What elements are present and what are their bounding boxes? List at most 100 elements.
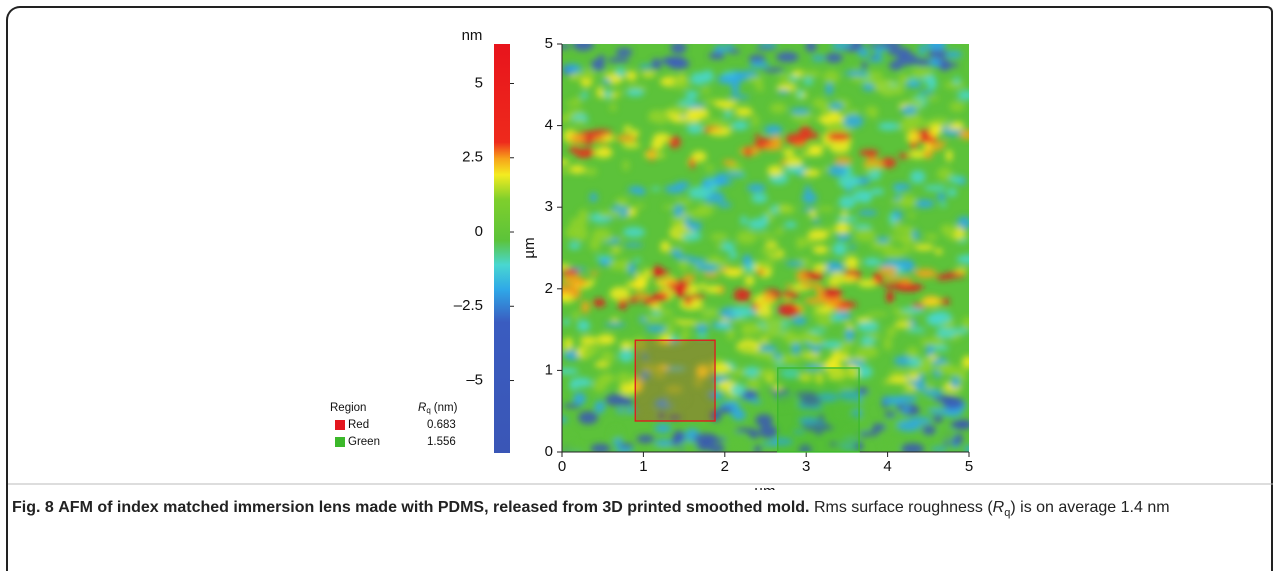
texture-blob xyxy=(895,81,905,96)
texture-blob xyxy=(579,336,598,345)
texture-blob xyxy=(911,120,935,127)
texture-blob xyxy=(926,76,937,91)
texture-blob xyxy=(573,277,585,288)
texture-blob xyxy=(812,218,821,223)
texture-blob xyxy=(633,258,642,263)
texture-blob xyxy=(716,323,731,330)
texture-blob xyxy=(957,367,967,382)
texture-blob xyxy=(588,279,596,284)
texture-blob xyxy=(782,148,795,157)
texture-blob xyxy=(948,175,963,184)
texture-blob xyxy=(691,151,707,163)
texture-blob xyxy=(589,238,601,251)
texture-blob xyxy=(608,259,625,271)
texture-blob xyxy=(945,50,963,59)
caption: Fig. 8 AFM of index matched immersion le… xyxy=(12,494,1274,527)
texture-blob xyxy=(562,44,571,49)
texture-blob xyxy=(590,65,606,71)
texture-blob xyxy=(582,68,596,81)
texture-blob xyxy=(876,236,890,243)
texture-blob xyxy=(641,72,656,77)
texture-blob xyxy=(592,228,611,238)
texture-blob xyxy=(800,282,822,289)
texture-blob xyxy=(906,283,924,291)
texture-blob xyxy=(620,340,633,351)
texture-blob xyxy=(939,202,947,208)
texture-blob xyxy=(609,102,617,112)
texture-blob xyxy=(698,283,707,290)
texture-blob xyxy=(615,47,633,57)
caption-subscript: q xyxy=(1004,507,1011,520)
texture-blob xyxy=(935,273,953,280)
texture-blob xyxy=(857,47,870,58)
texture-blob xyxy=(708,127,732,136)
texture-blob xyxy=(623,243,644,248)
texture-blob xyxy=(626,296,641,303)
texture-blob xyxy=(906,346,919,359)
texture-blob xyxy=(845,359,866,366)
texture-blob xyxy=(796,236,804,250)
texture-blob xyxy=(831,313,843,322)
texture-blob xyxy=(593,147,613,159)
texture-blob xyxy=(569,164,586,174)
texture-blob xyxy=(658,412,665,419)
texture-blob xyxy=(896,52,919,66)
texture-blob xyxy=(849,109,860,116)
texture-blob xyxy=(903,112,923,124)
texture-blob xyxy=(871,423,886,432)
texture-blob xyxy=(664,386,684,392)
texture-blob xyxy=(784,156,803,168)
texture-blob xyxy=(836,301,857,309)
texture-blob xyxy=(898,194,917,208)
texture-blob xyxy=(565,226,581,237)
texture-blob xyxy=(622,226,646,238)
texture-blob xyxy=(645,325,667,333)
texture-blob xyxy=(822,109,830,119)
texture-blob xyxy=(563,403,582,409)
texture-blob xyxy=(734,107,753,117)
texture-blob xyxy=(913,244,935,251)
texture-blob xyxy=(822,340,844,349)
texture-blob xyxy=(618,298,628,310)
texture-blob xyxy=(722,159,737,166)
texture-blob xyxy=(562,367,579,375)
texture-blob xyxy=(761,213,769,224)
texture-blob xyxy=(562,159,570,165)
texture-blob xyxy=(671,77,690,90)
texture-blob xyxy=(833,156,853,165)
texture-blob xyxy=(731,81,740,95)
texture-blob xyxy=(741,323,751,338)
texture-blob xyxy=(790,107,810,115)
texture-blob xyxy=(754,134,762,139)
texture-blob xyxy=(816,284,824,298)
texture-blob xyxy=(614,446,634,452)
texture-blob xyxy=(570,287,581,300)
texture-blob xyxy=(961,355,969,369)
texture-blob xyxy=(825,357,840,369)
texture-blob xyxy=(663,366,687,372)
texture-blob xyxy=(913,382,927,391)
texture-blob xyxy=(906,132,921,143)
texture-blob xyxy=(838,408,850,417)
texture-blob xyxy=(954,268,968,274)
texture-blob xyxy=(626,281,646,289)
texture-blob xyxy=(798,70,822,78)
texture-blob xyxy=(829,141,851,154)
texture-blob xyxy=(921,337,928,347)
texture-blob xyxy=(933,415,943,423)
texture-blob xyxy=(892,183,912,191)
texture-blob xyxy=(654,423,672,433)
texture-blob xyxy=(740,215,748,226)
texture-blob xyxy=(785,133,808,145)
colorbar-tick-label: 0 xyxy=(475,223,483,240)
texture-blob xyxy=(671,248,682,258)
texture-blob xyxy=(744,275,755,286)
texture-blob xyxy=(940,224,954,233)
texture-blob xyxy=(562,268,580,276)
texture-blob xyxy=(891,225,915,234)
texture-blob xyxy=(829,442,839,447)
texture-blob xyxy=(708,51,725,60)
texture-blob xyxy=(895,311,913,319)
texture-blob xyxy=(929,57,941,68)
texture-blob xyxy=(713,44,727,54)
